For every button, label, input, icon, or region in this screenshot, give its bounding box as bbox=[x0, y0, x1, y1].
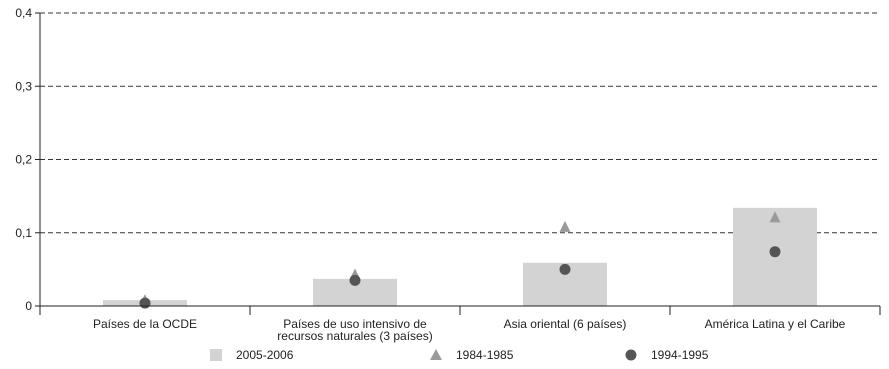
y-tick-label: 0 bbox=[25, 299, 32, 313]
y-tick-label: 0,1 bbox=[15, 226, 32, 240]
y-tick-label: 0,2 bbox=[15, 153, 32, 167]
legend-label: 1994-1995 bbox=[651, 348, 709, 362]
axes bbox=[35, 12, 881, 315]
grid-lines bbox=[40, 12, 880, 234]
legend-square-icon bbox=[210, 349, 222, 361]
x-category-label: recursos naturales (3 países) bbox=[277, 329, 432, 343]
triangle-point bbox=[559, 220, 571, 232]
circle-point bbox=[349, 274, 361, 286]
legend-triangle-icon bbox=[430, 349, 442, 360]
legend-label: 2005-2006 bbox=[236, 348, 294, 362]
legend-circle-icon bbox=[625, 349, 637, 361]
circle-point bbox=[769, 246, 781, 258]
axis-labels: 0 0,1 0,2 0,3 0,4 Países de la OCDE Países de … bbox=[15, 6, 845, 343]
y-tick-label: 0,3 bbox=[15, 79, 32, 93]
circle-point bbox=[139, 297, 151, 309]
circle-point bbox=[559, 263, 571, 275]
x-category-label: Países de la OCDE bbox=[93, 317, 197, 331]
x-category-label: Asia oriental (6 países) bbox=[504, 317, 627, 331]
legend: 2005-2006 1984-1985 1994-1995 bbox=[210, 348, 709, 362]
marker-series bbox=[139, 211, 781, 309]
legend-label: 1984-1985 bbox=[456, 348, 514, 362]
bar-series bbox=[103, 207, 817, 306]
x-category-label: América Latina y el Caribe bbox=[705, 317, 846, 331]
triangle-point bbox=[769, 211, 781, 223]
x-category-label: Países de uso intensivo de bbox=[283, 317, 427, 331]
y-tick-label: 0,4 bbox=[15, 6, 32, 20]
